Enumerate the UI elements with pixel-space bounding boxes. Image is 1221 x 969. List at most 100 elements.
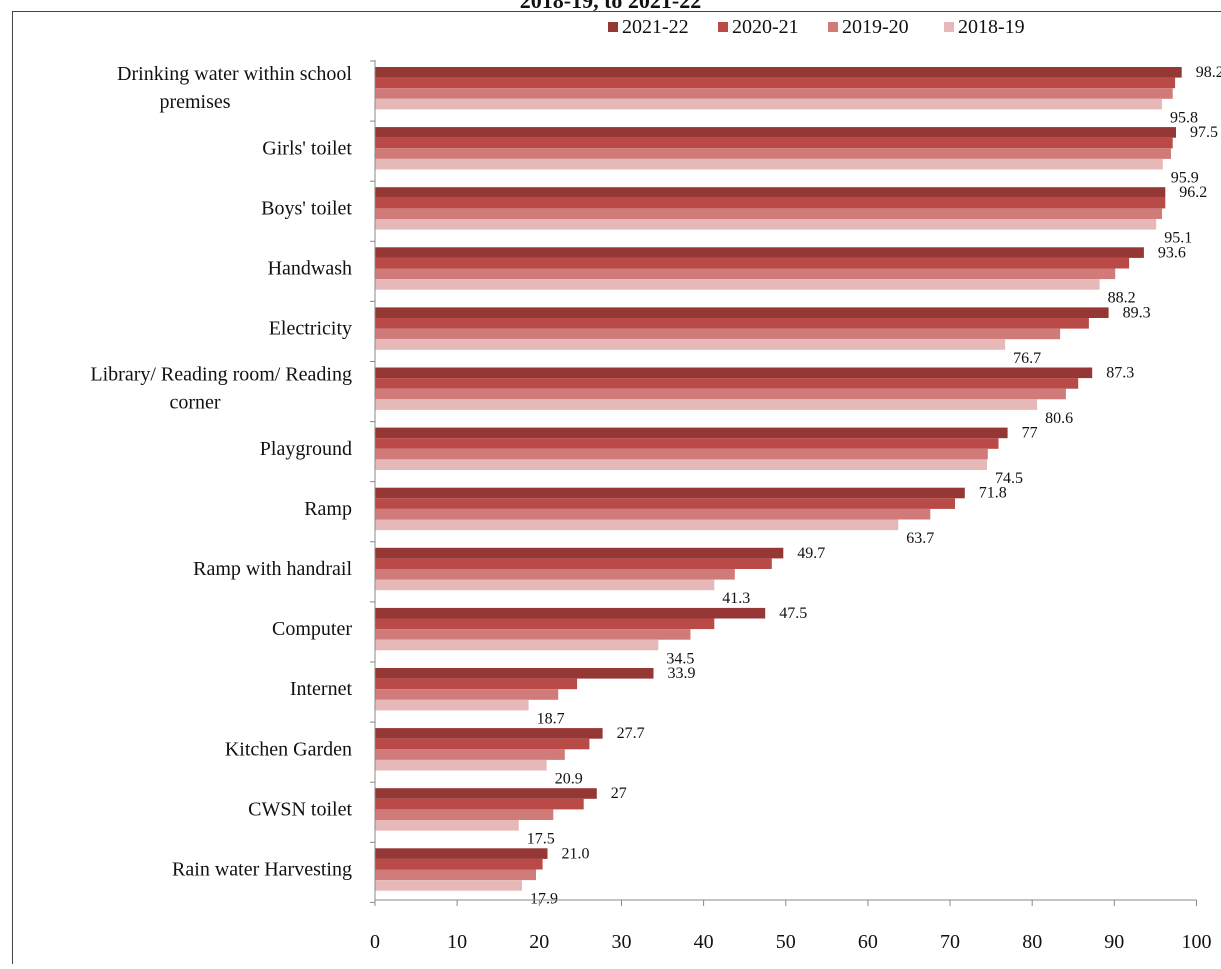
data-label-top-1: 97.5	[1190, 124, 1218, 141]
category-label-5-0: Library/ Reading room/ Reading	[90, 364, 352, 386]
bar-2018-19-13	[375, 880, 522, 891]
bar-2018-19-12	[375, 820, 519, 831]
legend-swatch-2021-22	[608, 22, 618, 32]
data-label-top-0: 98.2	[1196, 64, 1221, 81]
bar-2021-22-13	[375, 848, 548, 859]
legend-swatch-2018-19	[944, 22, 954, 32]
bar-2020-21-7	[375, 498, 955, 509]
bar-2019-20-13	[375, 870, 536, 881]
data-label-top-9: 47.5	[779, 605, 807, 622]
bar-2019-20-9	[375, 629, 691, 640]
x-tick-label-60: 60	[858, 931, 878, 953]
category-label-1-0: Girls' toilet	[262, 137, 352, 159]
bar-2019-20-10	[375, 689, 558, 700]
category-label-6-0: Playground	[260, 438, 352, 460]
bar-2019-20-12	[375, 809, 553, 820]
bar-2020-21-5	[375, 378, 1078, 389]
category-label-0-0: Drinking water within school	[117, 63, 352, 85]
x-tick-label-80: 80	[1022, 931, 1042, 953]
bar-2021-22-5	[375, 368, 1092, 379]
data-label-top-3: 93.6	[1158, 244, 1186, 261]
x-tick-label-20: 20	[529, 931, 549, 953]
bar-2020-21-13	[375, 859, 543, 870]
data-label-bottom-11: 20.9	[555, 771, 583, 788]
legend-label-2020-21: 2020-21	[732, 16, 799, 38]
bars	[375, 67, 1182, 891]
bar-2020-21-4	[375, 318, 1089, 329]
bar-2018-19-4	[375, 339, 1005, 350]
bar-2018-19-2	[375, 219, 1156, 230]
x-tick-label-70: 70	[940, 931, 960, 953]
bar-2018-19-6	[375, 459, 987, 470]
bar-2020-21-1	[375, 138, 1173, 149]
bar-2019-20-8	[375, 569, 735, 580]
data-label-top-11: 27.7	[617, 725, 645, 742]
bar-2021-22-4	[375, 307, 1109, 318]
bar-2021-22-7	[375, 488, 965, 499]
x-tick-label-10: 10	[447, 931, 467, 953]
bar-2019-20-1	[375, 148, 1171, 159]
x-tick-label-30: 30	[612, 931, 632, 953]
bar-2021-22-1	[375, 127, 1176, 138]
bar-2020-21-11	[375, 739, 589, 750]
bar-2018-19-10	[375, 700, 529, 711]
bar-2021-22-3	[375, 247, 1144, 258]
category-label-2-0: Boys' toilet	[261, 197, 352, 219]
bar-2018-19-1	[375, 159, 1163, 170]
category-label-4-0: Electricity	[269, 318, 352, 340]
bar-2021-22-9	[375, 608, 765, 619]
bar-2020-21-12	[375, 799, 584, 810]
bar-2019-20-3	[375, 269, 1115, 280]
data-label-bottom-8: 41.3	[722, 590, 750, 607]
category-label-9-0: Computer	[272, 618, 352, 640]
data-label-bottom-12: 17.5	[527, 831, 555, 848]
data-label-top-6: 77	[1022, 425, 1038, 442]
bar-2021-22-2	[375, 187, 1165, 198]
bar-2021-22-10	[375, 668, 654, 679]
x-tick-label-0: 0	[370, 931, 380, 953]
bar-2018-19-0	[375, 99, 1162, 110]
data-label-top-10: 33.9	[668, 665, 696, 682]
bar-2020-21-2	[375, 198, 1165, 209]
bar-2018-19-8	[375, 580, 714, 591]
category-label-8-0: Ramp with handrail	[193, 558, 352, 580]
category-label-11-0: Kitchen Garden	[225, 738, 352, 760]
bar-2020-21-6	[375, 438, 999, 449]
category-label-3-0: Handwash	[268, 258, 352, 280]
bar-2021-22-11	[375, 728, 603, 739]
data-label-top-4: 89.3	[1123, 304, 1151, 321]
legend: 2021-22 2020-21 2019-20 2018-19	[608, 16, 1025, 38]
legend-label-2021-22: 2021-22	[622, 16, 689, 38]
data-label-top-5: 87.3	[1106, 365, 1134, 382]
bar-2019-20-5	[375, 389, 1066, 400]
bar-2020-21-8	[375, 558, 772, 569]
bar-2021-22-6	[375, 428, 1008, 439]
category-label-5-1: corner	[169, 392, 220, 414]
bar-2021-22-0	[375, 67, 1182, 78]
data-label-bottom-10: 18.7	[537, 710, 565, 727]
category-label-13-0: Rain water Harvesting	[172, 859, 352, 881]
bar-2020-21-0	[375, 78, 1175, 89]
data-label-top-12: 27	[611, 785, 627, 802]
data-label-top-8: 49.7	[797, 545, 825, 562]
bar-2018-19-3	[375, 279, 1100, 290]
legend-swatch-2019-20	[828, 22, 838, 32]
bar-2020-21-3	[375, 258, 1129, 269]
bar-2019-20-0	[375, 88, 1173, 99]
legend-label-2019-20: 2019-20	[842, 16, 909, 38]
legend-label-2018-19: 2018-19	[958, 16, 1025, 38]
x-tick-label-90: 90	[1104, 931, 1124, 953]
x-tick-label-100: 100	[1182, 931, 1212, 953]
category-label-12-0: CWSN toilet	[248, 798, 352, 820]
x-tick-label-40: 40	[694, 931, 714, 953]
bar-2018-19-9	[375, 640, 658, 651]
data-label-bottom-5: 80.6	[1045, 410, 1073, 427]
bar-2020-21-10	[375, 679, 577, 690]
data-label-bottom-13: 17.9	[530, 891, 558, 908]
bar-2019-20-11	[375, 749, 565, 760]
data-label-top-2: 96.2	[1179, 184, 1207, 201]
bar-2018-19-7	[375, 520, 898, 531]
data-label-bottom-7: 63.7	[906, 530, 934, 547]
bar-2021-22-12	[375, 788, 597, 799]
data-label-top-13: 21.0	[562, 845, 590, 862]
